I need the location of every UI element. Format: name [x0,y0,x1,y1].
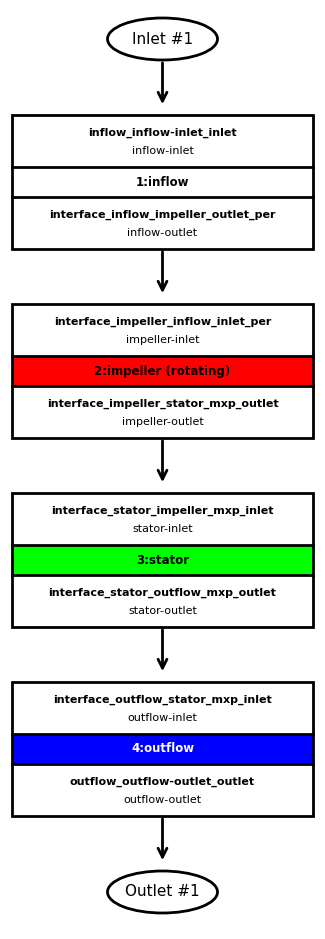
Text: 2:impeller (rotating): 2:impeller (rotating) [95,364,230,377]
Bar [12,682,313,816]
Text: interface_impeller_inflow_inlet_per: interface_impeller_inflow_inlet_per [54,316,271,327]
Text: inflow-outlet: inflow-outlet [127,228,198,239]
Text: stator-outlet: stator-outlet [128,607,197,616]
Bar [12,115,313,249]
Bar [12,734,313,764]
Bar [12,545,313,575]
Text: outflow-inlet: outflow-inlet [127,714,198,723]
Bar [12,197,313,249]
Text: 3:stator: 3:stator [136,553,189,566]
Text: outflow-outlet: outflow-outlet [124,795,202,806]
Text: 1:inflow: 1:inflow [136,176,189,189]
Text: outflow_outflow-outlet_outlet: outflow_outflow-outlet_outlet [70,777,255,787]
Bar [12,575,313,627]
Text: interface_impeller_stator_mxp_outlet: interface_impeller_stator_mxp_outlet [47,398,278,408]
Bar [12,386,313,438]
Bar [12,356,313,386]
Bar [12,115,313,249]
Bar [12,682,313,734]
Bar [12,304,313,438]
Text: inflow-inlet: inflow-inlet [132,146,193,157]
Text: impeller-inlet: impeller-inlet [126,335,199,346]
Text: Outlet #1: Outlet #1 [125,885,200,900]
Text: Inlet #1: Inlet #1 [132,32,193,47]
Bar [12,304,313,356]
Text: impeller-outlet: impeller-outlet [122,418,203,427]
Bar [12,493,313,545]
Bar [12,493,313,627]
Text: interface_stator_impeller_mxp_inlet: interface_stator_impeller_mxp_inlet [51,505,274,516]
Text: interface_inflow_impeller_outlet_per: interface_inflow_impeller_outlet_per [49,209,276,220]
Bar [12,167,313,197]
Bar [12,493,313,627]
Bar [12,764,313,816]
Bar [12,682,313,816]
Bar [12,304,313,438]
Text: stator-inlet: stator-inlet [132,524,193,534]
Text: inflow_inflow-inlet_inlet: inflow_inflow-inlet_inlet [88,128,237,138]
Text: interface_outflow_stator_mxp_inlet: interface_outflow_stator_mxp_inlet [53,695,272,705]
Text: interface_stator_outflow_mxp_outlet: interface_stator_outflow_mxp_outlet [48,588,277,598]
Bar [12,115,313,167]
Text: 4:outflow: 4:outflow [131,743,194,756]
